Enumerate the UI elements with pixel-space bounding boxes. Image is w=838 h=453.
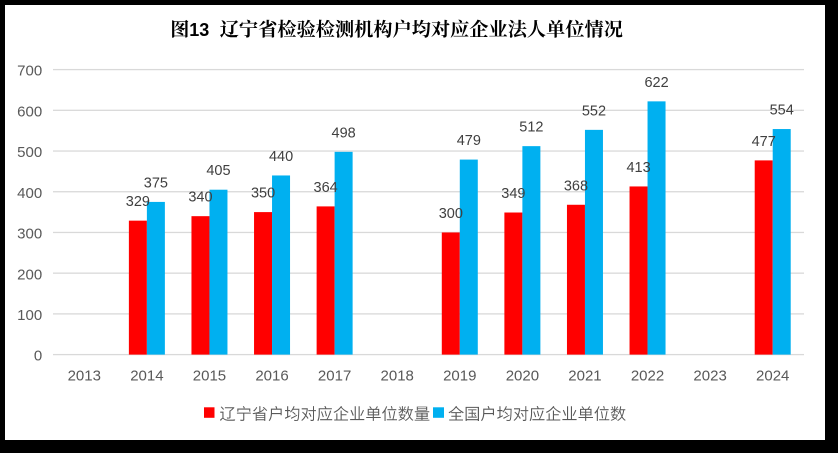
svg-text:375: 375 — [144, 175, 168, 191]
svg-text:2015: 2015 — [193, 367, 226, 384]
svg-text:2021: 2021 — [568, 367, 601, 384]
svg-text:500: 500 — [17, 144, 42, 161]
svg-text:600: 600 — [17, 103, 42, 120]
svg-text:329: 329 — [126, 194, 150, 210]
svg-text:350: 350 — [251, 186, 275, 202]
svg-text:349: 349 — [501, 186, 525, 202]
svg-text:440: 440 — [269, 149, 293, 165]
svg-text:512: 512 — [519, 120, 543, 136]
svg-text:300: 300 — [439, 206, 463, 222]
svg-text:554: 554 — [770, 103, 794, 119]
svg-text:300: 300 — [17, 226, 42, 243]
svg-text:2019: 2019 — [443, 367, 476, 384]
svg-text:0: 0 — [34, 348, 42, 365]
svg-text:498: 498 — [332, 125, 356, 141]
svg-text:477: 477 — [752, 134, 776, 150]
svg-text:2020: 2020 — [506, 367, 539, 384]
svg-text:2022: 2022 — [631, 367, 664, 384]
svg-text:622: 622 — [644, 75, 668, 91]
svg-text:552: 552 — [582, 103, 606, 119]
svg-text:700: 700 — [17, 63, 42, 80]
svg-text:2017: 2017 — [318, 367, 351, 384]
svg-text:2013: 2013 — [68, 367, 101, 384]
svg-text:405: 405 — [206, 163, 230, 179]
svg-text:2018: 2018 — [381, 367, 414, 384]
svg-text:2024: 2024 — [756, 367, 789, 384]
svg-text:2014: 2014 — [130, 367, 163, 384]
svg-text:2023: 2023 — [693, 367, 726, 384]
svg-text:479: 479 — [457, 133, 481, 149]
svg-text:413: 413 — [626, 160, 650, 176]
svg-text:400: 400 — [17, 185, 42, 202]
svg-text:340: 340 — [188, 190, 212, 206]
svg-text:368: 368 — [564, 178, 588, 194]
svg-text:200: 200 — [17, 266, 42, 283]
svg-text:13: 13 — [189, 20, 209, 40]
svg-text:2016: 2016 — [255, 367, 288, 384]
svg-text:364: 364 — [314, 180, 338, 196]
svg-text:100: 100 — [17, 307, 42, 324]
